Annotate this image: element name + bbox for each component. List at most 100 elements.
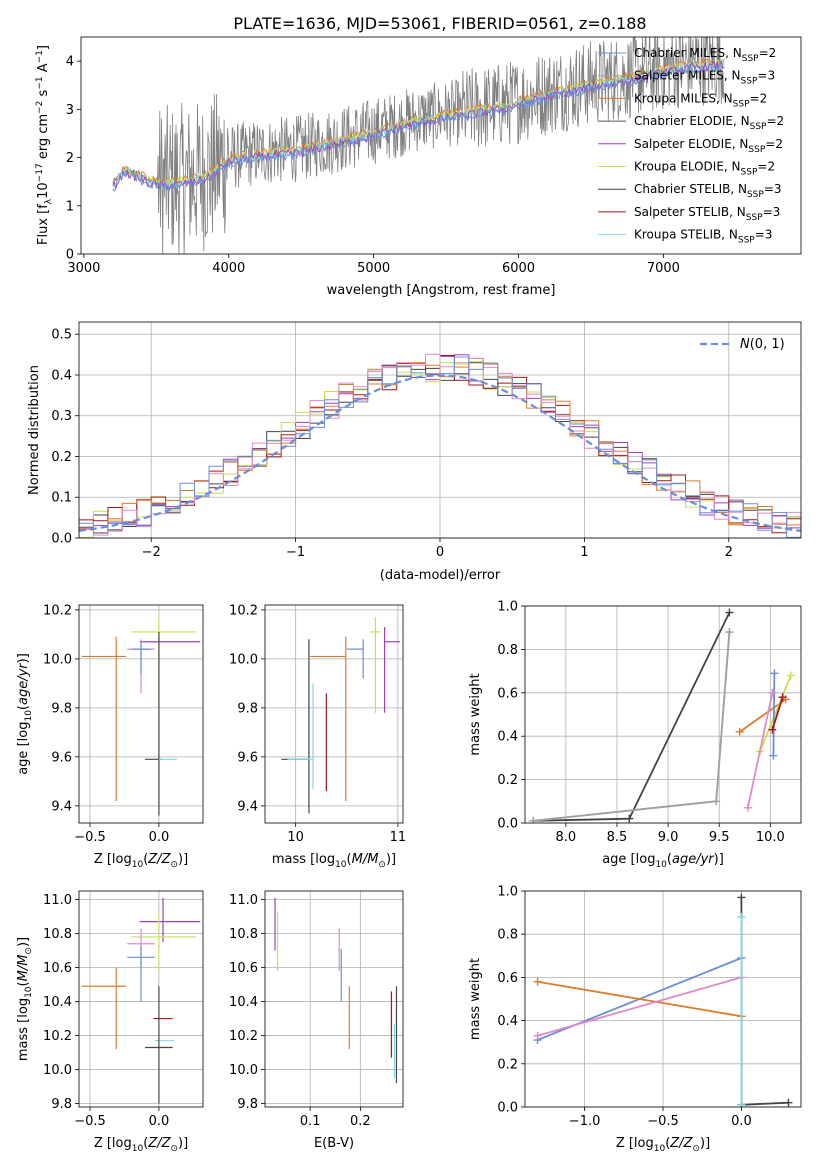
x-tick-label: 10 <box>287 830 304 845</box>
y-tick-label: 1 <box>66 199 74 214</box>
axes-frame <box>264 604 404 824</box>
x-axis-label: mass [log10(M/M⊙)] <box>272 852 396 870</box>
line-kroupa_stelib <box>533 631 731 822</box>
legend: Chabrier MILES, NSSP=2 Salpeter MILES, NS… <box>598 46 784 246</box>
y-tick-label: 10.4 <box>229 995 258 1010</box>
x-tick-label: 0 <box>436 545 444 560</box>
y-tick-label: 11.0 <box>43 893 72 908</box>
y-tick-label: 3 <box>66 103 74 118</box>
x-tick-label: 8.0 <box>556 830 577 845</box>
marker-kroupa_miles <box>533 977 542 986</box>
y-axis-label: Flux [fλ10−17 erg cm−2 s−1 A−1] <box>35 45 54 245</box>
x-tick-label: 7000 <box>647 261 680 276</box>
panel-mass-vs-Z: −0.5 0.0 9.8 10.0 10.2 10.4 10.6 10.8 11.0 Z [log… <box>16 890 204 1154</box>
marker-chabrier_stelib <box>625 814 634 823</box>
axes-frame <box>78 604 204 824</box>
y-tick-label: 10.2 <box>43 1029 72 1044</box>
legend-label: Salpeter ELODIE, NSSP=2 <box>634 137 783 155</box>
axes-frame <box>524 890 802 1108</box>
x-tick-label: 10.0 <box>756 830 785 845</box>
y-tick-label: 10.0 <box>229 652 258 667</box>
x-tick-label: −1.0 <box>569 1114 601 1129</box>
y-tick-label: 0.8 <box>497 643 518 658</box>
y-tick-label: 10.2 <box>229 1029 258 1044</box>
line-salpeter_miles <box>533 631 731 822</box>
x-tick-label: 1 <box>580 545 588 560</box>
y-tick-label: 9.6 <box>51 750 72 765</box>
y-tick-label: 9.8 <box>51 701 72 716</box>
marker-pink <box>768 688 777 697</box>
axes-frame <box>78 890 204 1108</box>
axes-frame <box>524 605 802 824</box>
y-tick-label: 10.2 <box>229 603 258 618</box>
x-tick-label: 6000 <box>502 261 535 276</box>
x-tick-label: −2 <box>142 545 161 560</box>
y-tick-label: 9.4 <box>237 799 258 814</box>
y-tick-label: 0 <box>66 248 74 263</box>
y-tick-label: 10.0 <box>43 652 72 667</box>
y-tick-label: 10.2 <box>43 603 72 618</box>
line-kroupa_elodie <box>759 675 792 752</box>
y-tick-label: 10.6 <box>43 961 72 976</box>
line-chabrier_stelib <box>533 612 731 822</box>
panel-massweight-vs-age: 8.0 8.5 9.0 9.5 10.0 0.0 0.2 0.4 0.6 0.8 1.0 age [l… <box>468 600 802 870</box>
normal-curve <box>79 374 801 532</box>
y-tick-label: 9.8 <box>237 1097 258 1112</box>
line-kroupa_miles <box>537 980 742 1018</box>
figure-title: PLATE=1636, MJD=53061, FIBERID=0561, z=0… <box>233 14 646 33</box>
x-tick-label: 4000 <box>212 261 245 276</box>
histogram-chabrier_miles <box>79 356 801 538</box>
y-tick-label: 9.8 <box>237 701 258 716</box>
x-axis-label: Z [log10(Z/Z⊙)] <box>616 1136 710 1154</box>
x-tick-label: −0.5 <box>647 1114 679 1129</box>
legend-label: Chabrier ELODIE, NSSP=2 <box>634 114 784 132</box>
y-tick-label: 0.6 <box>497 686 518 701</box>
x-tick-label: 3000 <box>67 261 100 276</box>
x-tick-label: 0.2 <box>350 1114 371 1129</box>
x-tick-label: 9.5 <box>709 830 730 845</box>
panel-massweight-vs-Z: −1.0 −0.5 0.0 0.0 0.2 0.4 0.6 0.8 1.0 Z [log10(Z/… <box>468 885 802 1154</box>
panel-mass-vs-EBV: 0.1 0.2 9.8 10.0 10.2 10.4 10.6 10.8 11.0 E(B-V) <box>229 890 404 1151</box>
line-chabrier_miles <box>772 673 776 756</box>
y-tick-label: 0.4 <box>51 368 72 383</box>
x-tick-label: 0.0 <box>149 830 170 845</box>
y-tick-label: 2 <box>66 151 74 166</box>
marker-pink <box>533 1031 542 1040</box>
y-axis-label: mass weight <box>468 673 483 755</box>
marker-chabrier_miles <box>769 751 778 760</box>
line-pink <box>537 976 742 1037</box>
plot-area <box>81 897 201 1104</box>
line-pink <box>746 692 774 808</box>
y-tick-label: 0.1 <box>51 491 72 506</box>
legend-label: Salpeter MILES, NSSP=3 <box>634 69 775 87</box>
legend-label: Kroupa MILES, NSSP=2 <box>634 91 767 109</box>
marker-chabrier_stelib <box>725 608 734 617</box>
y-tick-label: 9.6 <box>237 750 258 765</box>
line-chabrier_stelib <box>741 1101 789 1106</box>
x-axis-label: (data-model)/error <box>380 568 501 583</box>
x-tick-label: 0.0 <box>149 1114 170 1129</box>
legend-label-normal: N(0, 1) <box>740 337 785 352</box>
marker-kroupa_stelib <box>737 1100 746 1107</box>
marker-kroupa_elodie <box>786 671 795 680</box>
y-tick-label: 0.3 <box>51 409 72 424</box>
axes-frame <box>264 890 404 1108</box>
panel-age-vs-mass: 10 11 9.4 9.6 9.8 10.0 10.2 mass [log10(M/M⊙)] <box>229 603 406 870</box>
marker-chabrier_stelib <box>737 893 746 902</box>
line-salpeter_stelib <box>771 696 784 730</box>
panel-residual-hist: −2 −1 0 1 2 0.0 0.1 0.2 0.3 0.4 0.5 (data-model)/er… <box>27 321 802 583</box>
y-tick-label: 0.0 <box>497 817 518 832</box>
marker-salpeter_stelib <box>778 693 787 702</box>
y-tick-label: 0.5 <box>51 328 72 343</box>
y-tick-label: 0.2 <box>497 1057 518 1072</box>
model-spectrum-salpeter_elodie <box>112 60 725 191</box>
plot-area <box>274 897 398 1084</box>
y-axis-label: Normed distribution <box>27 365 42 495</box>
plot-area <box>533 893 793 1107</box>
y-tick-label: 11.0 <box>229 893 258 908</box>
y-tick-label: 10.6 <box>229 961 258 976</box>
data-spectrum-line <box>112 37 725 254</box>
plot-area <box>79 353 801 538</box>
y-tick-label: 10.0 <box>43 1063 72 1078</box>
x-axis-label: Z [log10(Z/Z⊙)] <box>94 1136 188 1154</box>
